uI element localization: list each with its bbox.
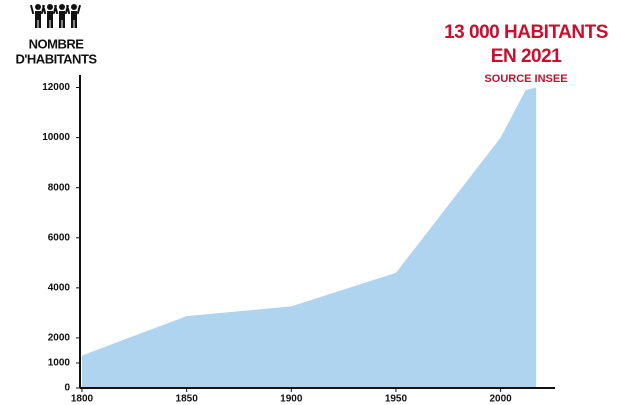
y-tick-label: 8000 <box>48 182 71 193</box>
area <box>82 87 537 389</box>
source: SOURCE INSEE <box>484 73 567 85</box>
y-tick-label: 6000 <box>48 232 71 243</box>
y-tick-label: 1000 <box>48 358 71 369</box>
x-tick-label: 1800 <box>71 394 94 405</box>
y-tick-label: 10000 <box>42 132 70 143</box>
x-tick-label: 1950 <box>385 394 408 405</box>
y-axis-label: NOMBRE <box>29 36 85 51</box>
y-tick-label: 12000 <box>42 82 70 93</box>
people-icon <box>29 4 82 28</box>
x-tick-label: 1900 <box>280 394 303 405</box>
y-tick-label: 4000 <box>48 282 71 293</box>
annotation: EN 2021 <box>491 46 562 67</box>
x-tick-label: 2000 <box>489 394 512 405</box>
y-axis-label: D'HABITANTS <box>15 51 97 66</box>
annotation: 13 000 HABITANTS <box>444 22 608 43</box>
x-tick-label: 1850 <box>176 394 199 405</box>
y-tick-label: 0 <box>64 383 70 394</box>
y-tick-label: 2000 <box>48 333 71 344</box>
